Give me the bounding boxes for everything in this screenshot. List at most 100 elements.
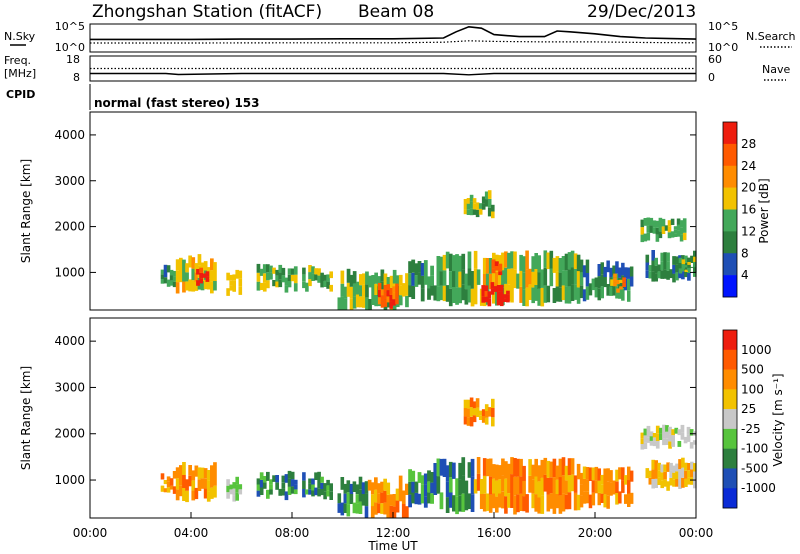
power-cell <box>377 290 382 298</box>
power-cell <box>684 269 688 278</box>
velocity-cell <box>458 495 462 512</box>
velocity-cell <box>588 494 593 509</box>
power-cell <box>661 218 666 227</box>
velocity-cell <box>352 481 357 492</box>
power-cell <box>651 271 655 282</box>
power-cell <box>463 199 468 205</box>
power-cell <box>458 255 462 272</box>
power-cell <box>469 208 474 216</box>
power-cell <box>622 277 626 283</box>
power-cell <box>494 265 499 271</box>
power-cell <box>179 270 183 283</box>
velocity-cell <box>226 492 230 499</box>
velocity-cell <box>355 494 360 504</box>
velocity-cbar-label: Velocity [m s⁻¹] <box>771 373 785 466</box>
power-cell <box>188 255 192 268</box>
power-cell <box>546 285 551 303</box>
power-cell <box>374 283 378 295</box>
power-cell <box>389 275 394 288</box>
velocity-cell <box>423 473 428 485</box>
velocity-cell <box>492 478 496 494</box>
power-cell <box>549 250 554 269</box>
power-cell <box>323 280 327 287</box>
power-cell <box>684 255 688 263</box>
power-cell <box>629 276 634 287</box>
power-cell <box>458 271 462 288</box>
velocity-cell <box>609 482 613 496</box>
power-cell <box>609 267 613 278</box>
power-cell <box>676 224 681 231</box>
velocity-cell <box>549 477 554 494</box>
velocity-cell <box>671 429 675 436</box>
velocity-cell <box>543 474 548 492</box>
power-cell <box>651 260 655 271</box>
velocity-cell <box>281 482 286 489</box>
velocity-cell <box>540 477 545 496</box>
power-cell <box>600 262 604 275</box>
power-cell <box>673 233 678 237</box>
power-cell <box>591 278 596 291</box>
velocity-cell <box>564 480 569 495</box>
power-cell <box>262 264 267 274</box>
power-cell <box>525 250 529 270</box>
velocity-cell <box>672 472 676 480</box>
velocity-cell <box>645 468 650 479</box>
velocity-cell <box>561 475 566 494</box>
velocity-cell <box>475 398 480 408</box>
power-cell <box>467 251 472 269</box>
velocity-cell <box>433 479 438 495</box>
velocity-cell <box>665 431 669 439</box>
velocity-cell <box>466 408 471 418</box>
velocity-cell <box>531 479 535 494</box>
velocity-cell <box>558 477 563 496</box>
power-cell <box>290 268 295 275</box>
power-cell <box>191 257 196 269</box>
power-cell <box>320 280 324 288</box>
velocity-cell <box>677 429 682 436</box>
velocity-cell <box>482 475 487 494</box>
velocity-ytick-label: 1000 <box>54 473 85 487</box>
velocity-cell <box>317 488 321 497</box>
velocity-cell <box>618 467 622 480</box>
velocity-xtick-label: 20:00 <box>578 526 613 540</box>
power-cell <box>666 270 670 280</box>
power-cell <box>392 299 396 306</box>
power-cell <box>570 267 575 285</box>
power-cell <box>395 290 399 298</box>
velocity-cell <box>370 494 375 507</box>
velocity-cell <box>452 495 456 512</box>
power-cell <box>488 273 493 290</box>
velocity-cell <box>513 458 517 477</box>
velocity-cell <box>546 494 551 512</box>
power-cell <box>213 281 217 291</box>
velocity-cell <box>197 467 202 480</box>
power-cell <box>293 274 298 284</box>
power-cell <box>278 279 283 288</box>
velocity-cell <box>380 503 384 514</box>
velocity-cbar-tick: -500 <box>741 461 768 475</box>
power-cell <box>414 275 419 287</box>
power-cell <box>552 257 557 273</box>
velocity-cell <box>564 465 569 481</box>
power-cell <box>194 272 199 282</box>
power-cell <box>684 265 688 268</box>
velocity-cbar-swatch <box>723 448 737 469</box>
power-cell <box>389 287 393 295</box>
velocity-cell <box>478 415 483 420</box>
velocity-cell <box>603 494 607 508</box>
power-cell <box>293 283 298 292</box>
power-cell <box>346 268 351 283</box>
power-cell <box>594 277 599 288</box>
velocity-cell <box>175 467 180 479</box>
power-cell <box>487 291 492 299</box>
power-cell <box>482 257 487 274</box>
velocity-cell <box>652 441 657 447</box>
velocity-cell <box>200 467 205 479</box>
power-cell <box>525 287 529 307</box>
power-cell <box>311 273 315 281</box>
velocity-cell <box>340 502 345 516</box>
velocity-ytick-label: 3000 <box>54 380 85 394</box>
power-cell <box>675 272 679 281</box>
velocity-cbar-swatch <box>723 349 737 370</box>
velocity-cell <box>528 459 532 476</box>
